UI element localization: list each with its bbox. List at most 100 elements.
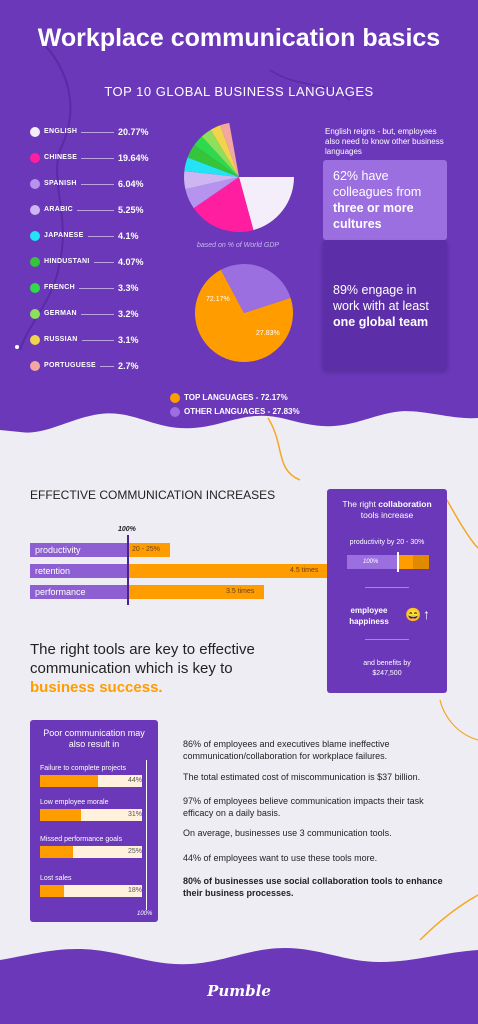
collab-bar-gain — [413, 555, 429, 569]
pie-label-other: 27.83% — [256, 330, 280, 337]
effective-bar-value: 3.5 times — [226, 588, 255, 595]
english-note: English reigns - but, employees also nee… — [325, 127, 444, 156]
stat-global-bold: one global team — [333, 315, 429, 329]
divider — [365, 587, 409, 588]
collab-title-line2: tools increase — [360, 510, 414, 520]
language-value: 4.1% — [118, 231, 139, 241]
leader-line — [94, 262, 114, 263]
poor-axis-label: 100% — [137, 911, 153, 917]
language-name: ARABIC — [44, 206, 74, 213]
fact-item: 86% of employees and executives blame in… — [183, 739, 390, 761]
effective-bar-base — [30, 564, 128, 578]
poor-row-label: Failure to complete projects — [40, 765, 126, 772]
language-row: FRENCH 3.3% — [30, 282, 180, 296]
language-value: 6.04% — [118, 179, 144, 189]
leader-line — [82, 340, 114, 341]
language-value: 3.1% — [118, 335, 139, 345]
language-value: 19.64% — [118, 153, 149, 163]
pie-label-top: 72.17% — [206, 296, 230, 303]
fact-item: 44% of employees want to use these tools… — [183, 853, 378, 863]
poor-bar-fill — [40, 885, 64, 897]
leader-line — [81, 314, 114, 315]
language-pie-chart — [184, 122, 294, 232]
collab-bar-marker — [397, 552, 399, 572]
leader-line — [79, 288, 114, 289]
language-value: 20.77% — [118, 127, 149, 137]
language-row: ENGLISH 20.77% — [30, 126, 180, 140]
effective-heading: EFFECTIVE COMMUNICATION INCREASES — [30, 488, 276, 502]
language-name: SPANISH — [44, 180, 77, 187]
language-swatch — [30, 283, 40, 293]
language-pie-slice — [185, 177, 239, 209]
effective-bar-value: 20 - 25% — [132, 546, 161, 553]
poor-title: Poor communication may also result in — [43, 728, 145, 749]
language-swatch — [30, 153, 40, 163]
stat-card-global-team: 89% engage in work with at least one glo… — [323, 240, 447, 370]
effective-bar-base — [30, 543, 128, 557]
language-name: ENGLISH — [44, 128, 78, 135]
language-pie-slice — [239, 177, 294, 231]
effective-bar-label: performance — [35, 587, 86, 597]
stat-cultures-pre: 62% have colleagues from — [333, 169, 422, 199]
stat-card-cultures: 62% have colleagues from three or more c… — [323, 160, 447, 240]
share-pie-chart — [195, 264, 293, 362]
collab-title-bold: collaboration — [378, 499, 432, 509]
tagline: The right tools are key to effective com… — [30, 640, 300, 697]
language-value: 4.07% — [118, 257, 144, 267]
language-pie-slice — [220, 122, 239, 177]
collab-bar-base — [347, 555, 399, 569]
poor-bar-value: 25% — [127, 848, 142, 855]
language-row: JAPANESE 4.1% — [30, 230, 180, 244]
effective-bar-value: 4.5 times — [290, 567, 319, 574]
poor-row-label: Low employee morale — [40, 799, 109, 806]
language-name: FRENCH — [44, 284, 75, 291]
effective-bar-base — [30, 585, 128, 599]
language-name: RUSSIAN — [44, 336, 78, 343]
share-pie-slice — [195, 269, 293, 362]
language-value: 3.3% — [118, 283, 139, 293]
language-row: RUSSIAN 3.1% — [30, 334, 180, 348]
languages-subtitle: TOP 10 GLOBAL BUSINESS LANGUAGES — [104, 84, 374, 99]
leader-line — [81, 158, 114, 159]
language-pie-slice — [184, 171, 239, 190]
happiness-label: employee happiness — [349, 606, 389, 626]
language-name: HINDUSTANI — [44, 258, 90, 265]
poor-bar-value: 18% — [127, 887, 142, 894]
language-row: ARABIC 5.25% — [30, 204, 180, 218]
collab-bar-label: 100% — [363, 559, 379, 565]
language-swatch — [30, 361, 40, 371]
legend-swatch — [170, 393, 180, 403]
language-value: 3.2% — [118, 309, 139, 319]
arrow-up-icon: ↑ — [423, 606, 430, 622]
page-title: Workplace communication basics — [37, 24, 441, 52]
stat-global-pre: 89% engage in work with at least — [333, 283, 429, 313]
reference-label: 100% — [118, 526, 136, 533]
language-swatch — [30, 179, 40, 189]
language-name: PORTUGUESE — [44, 362, 97, 369]
language-pie-slice — [187, 145, 239, 177]
effective-bar-label: productivity — [35, 545, 81, 555]
poor-bar-value: 44% — [127, 777, 142, 784]
language-swatch — [30, 257, 40, 267]
language-row: SPANISH 6.04% — [30, 178, 180, 192]
language-name: JAPANESE — [44, 232, 84, 239]
language-value: 5.25% — [118, 205, 144, 215]
poor-row-label: Missed performance goals — [40, 836, 123, 843]
leader-line — [88, 236, 114, 237]
stat-cultures-text: 62% have colleagues from three or more c… — [323, 160, 447, 240]
language-pie-slice — [201, 129, 239, 177]
legend-swatch — [170, 407, 180, 417]
happy-face-icon: 😄 — [405, 607, 422, 622]
language-row: GERMAN 3.2% — [30, 308, 180, 322]
leader-line — [100, 366, 114, 367]
language-value: 2.7% — [118, 361, 139, 371]
collab-title-pre: The right — [342, 499, 379, 509]
language-row: PORTUGUESE 2.7% — [30, 360, 180, 374]
fact-item: 97% of employees believe communication i… — [183, 796, 424, 818]
language-swatch — [30, 309, 40, 319]
language-swatch — [30, 127, 40, 137]
poor-row-label: Lost sales — [40, 875, 72, 882]
legend-label: OTHER LANGUAGES - 27.83% — [184, 407, 300, 416]
stat-cultures-bold: three or more cultures — [333, 201, 414, 231]
stat-global-text: 89% engage in work with at least one glo… — [323, 240, 447, 330]
